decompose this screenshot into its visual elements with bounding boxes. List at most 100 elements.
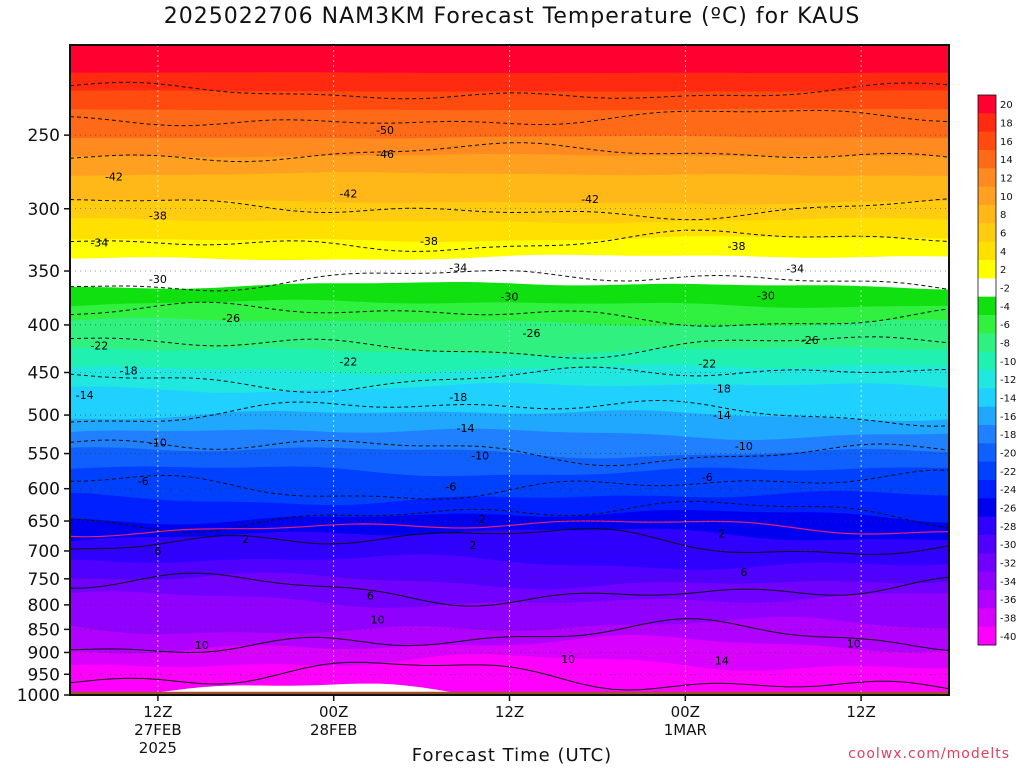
- isotherm-line: [70, 527, 949, 555]
- colorbar-label: 6: [1000, 229, 1006, 240]
- temperature-band: [70, 509, 949, 535]
- colorbar: 20 18 16 14 12 10 8 6 4 2 -2 -4 -6 -8 -10 -12 -14 -16 -18 -…: [977, 94, 1016, 646]
- colorbar-label: -36: [1000, 595, 1016, 606]
- colorbar-label: -4: [1000, 302, 1010, 313]
- contour-label: -2: [475, 513, 486, 526]
- contour-label: -42: [581, 193, 599, 206]
- temperature-band: [70, 599, 949, 627]
- contour-label: -46: [376, 148, 394, 161]
- y-axis: 250 300 350 400 450 500 550 600 650 700 750 800 850 9…: [17, 126, 70, 706]
- contour-label: -18: [449, 391, 467, 404]
- y-tick-label: 900: [28, 643, 60, 663]
- y-tick-label: 1000: [17, 686, 60, 706]
- temperature-band: [70, 126, 949, 140]
- colorbar-swatch: [978, 498, 996, 518]
- temperature-band: [70, 290, 949, 309]
- contour-label: -18: [713, 382, 731, 395]
- temperature-band: [70, 663, 949, 691]
- contour-label: 2: [242, 533, 249, 546]
- colorbar-swatch: [978, 95, 996, 114]
- x-axis-label: Forecast Time (UTC): [411, 745, 613, 766]
- contour-label: 14: [715, 654, 729, 667]
- colorbar-frame: [977, 94, 997, 646]
- contour-label: -10: [735, 440, 753, 453]
- contour-label: -34: [786, 263, 804, 276]
- colorbar-swatch: [978, 370, 996, 389]
- temperature-band: [70, 382, 949, 403]
- temperature-band: [70, 254, 949, 271]
- colorbar-label: -22: [1000, 467, 1016, 478]
- temperature-band: [70, 572, 949, 600]
- colorbar-swatch: [978, 168, 996, 188]
- colorbar-swatch: [978, 425, 996, 444]
- contour-label: -14: [457, 422, 475, 435]
- contour-label: 10: [847, 637, 861, 650]
- colorbar-swatch: [978, 205, 996, 224]
- colorbar-swatch: [978, 553, 996, 573]
- colorbar-swatch: [978, 480, 996, 499]
- colorbar-label: -24: [1000, 485, 1016, 496]
- temperature-band: [70, 554, 949, 581]
- y-tick-label: 500: [28, 406, 60, 426]
- colorbar-label: -34: [1000, 577, 1016, 588]
- contour-label: 6: [740, 566, 747, 579]
- contour-label: -26: [522, 327, 540, 340]
- colorbar-swatch: [978, 333, 996, 353]
- y-tick-label: 850: [28, 620, 60, 640]
- colorbar-label: -12: [1000, 375, 1016, 386]
- surface-ground: [70, 691, 949, 695]
- colorbar-swatch: [978, 113, 996, 133]
- contour-label: -22: [698, 357, 716, 370]
- temperature-band: [70, 634, 949, 664]
- colorbar-label: -28: [1000, 522, 1016, 533]
- colorbar-label: -8: [1000, 339, 1010, 350]
- contour-label: -22: [339, 356, 357, 369]
- colorbar-label: -16: [1000, 412, 1016, 423]
- colorbar-swatch: [978, 223, 996, 243]
- temperature-band: [70, 674, 949, 695]
- temperature-band: [70, 135, 949, 149]
- y-tick-label: 400: [28, 316, 60, 336]
- contour-label: -6: [138, 475, 149, 488]
- x-tick-label: 00Z: [671, 703, 700, 721]
- colorbar-swatch: [978, 150, 996, 169]
- colorbar-swatch: [978, 535, 996, 554]
- colorbar-label: 20: [1000, 100, 1013, 111]
- colorbar-swatch: [978, 571, 996, 591]
- temperature-band: [70, 545, 949, 571]
- colorbar-swatch: [978, 131, 996, 151]
- contour-label: -34: [90, 236, 108, 249]
- temperature-band: [70, 500, 949, 526]
- temperature-bands: [70, 45, 949, 695]
- x-tick-label: 28FEB: [310, 721, 357, 739]
- y-tick-label: 550: [28, 445, 60, 465]
- contour-label: 2: [718, 527, 725, 540]
- y-tick-label: 600: [28, 480, 60, 500]
- contour-label: -6: [702, 471, 713, 484]
- temperature-band: [70, 581, 949, 609]
- temperature-band: [70, 364, 949, 385]
- x-tick-label: 12Z: [143, 703, 172, 721]
- contour-label: -10: [149, 436, 167, 449]
- temperature-band: [70, 616, 949, 645]
- contour-label: -26: [222, 312, 240, 325]
- contour-labels: -50 -46 -42 -42 -42 -38 -38 -38 -34 -34 -34 -30 -30 -…: [76, 124, 861, 667]
- colorbar-label: 4: [1000, 247, 1006, 258]
- colorbar-swatch: [978, 516, 996, 536]
- colorbar-swatch: [978, 186, 996, 206]
- colorbar-label: 8: [1000, 210, 1006, 221]
- temperature-band: [70, 54, 949, 65]
- contour-label: -38: [149, 209, 167, 222]
- colorbar-label: 14: [1000, 155, 1013, 166]
- contour-label: -50: [376, 124, 394, 137]
- colorbar-swatch: [978, 241, 996, 261]
- x-tick-label: 12Z: [495, 703, 524, 721]
- contour-label: 10: [195, 639, 209, 652]
- temperature-band: [70, 72, 949, 84]
- contour-label: -26: [801, 334, 819, 347]
- colorbar-label: -2: [1000, 284, 1010, 295]
- temperature-band: [70, 490, 949, 516]
- contour-label: -10: [471, 450, 489, 463]
- colorbar-label: 12: [1000, 174, 1013, 185]
